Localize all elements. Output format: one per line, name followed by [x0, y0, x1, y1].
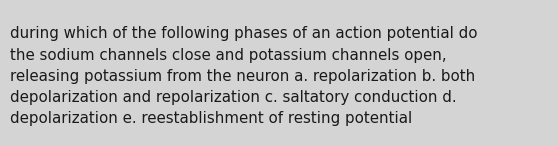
- Text: during which of the following phases of an action potential do
the sodium channe: during which of the following phases of …: [10, 26, 478, 126]
